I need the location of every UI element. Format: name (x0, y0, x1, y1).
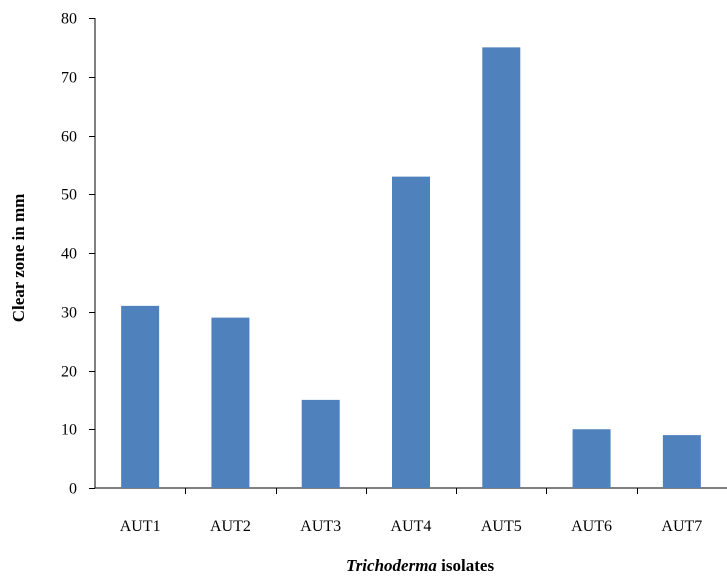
x-tick-label: AUT3 (300, 518, 341, 535)
y-tick-label: 80 (61, 11, 77, 28)
x-tick-label: AUT7 (661, 518, 702, 535)
x-tick-label: AUT1 (120, 518, 161, 535)
y-tick-label: 0 (69, 481, 77, 498)
x-tick-labels: AUT1 AUT2 AUT3 AUT4 AUT5 AUT6 AUT7 (120, 518, 703, 535)
bar-aut6 (572, 429, 611, 488)
bar-aut3 (301, 399, 340, 488)
x-tick-label: AUT2 (210, 518, 251, 535)
x-axis-title-italic: Trichoderma (346, 556, 437, 575)
bar-aut1 (121, 305, 160, 488)
y-tick-label: 10 (61, 422, 77, 439)
bar-aut4 (392, 176, 430, 488)
x-tick-label: AUT6 (571, 518, 612, 535)
y-axis-title: Clear zone in mm (9, 194, 28, 323)
x-axis-title-rest: isolates (437, 556, 495, 575)
y-tick-label: 30 (61, 305, 77, 322)
x-axis (95, 487, 727, 494)
y-tick-label: 70 (61, 70, 77, 87)
y-tick-label: 20 (61, 364, 77, 381)
bar-aut5 (482, 47, 521, 488)
x-axis-title: Trichoderma isolates (346, 556, 495, 575)
y-axis: 0 10 20 30 40 50 60 70 80 (61, 11, 96, 498)
bar-aut2 (211, 317, 250, 488)
bar-aut7 (662, 435, 701, 488)
bars (121, 47, 701, 488)
y-tick-label: 60 (61, 129, 77, 146)
y-tick-label: 50 (61, 187, 77, 204)
x-tick-label: AUT5 (481, 518, 522, 535)
y-tick-label: 40 (61, 246, 77, 263)
x-tick-label: AUT4 (391, 518, 432, 535)
